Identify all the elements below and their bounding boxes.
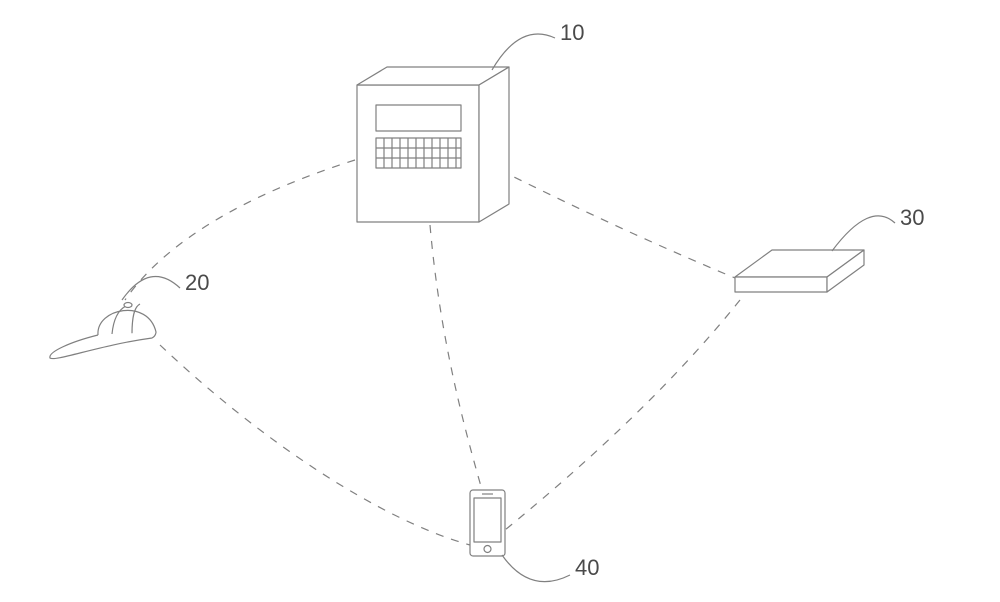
leader-30: [832, 216, 895, 251]
edge-box-phone: [505, 300, 740, 530]
server-node: [357, 67, 509, 222]
edge-cap-phone: [160, 345, 470, 545]
cap-node: [50, 303, 156, 359]
label-30: 30: [900, 205, 924, 230]
network-diagram: 10 20 30 40: [0, 0, 1000, 602]
leader-10: [492, 34, 555, 70]
edge-server-phone: [430, 225, 482, 490]
leader-20: [122, 276, 180, 300]
edge-server-box: [500, 170, 735, 278]
label-10: 10: [560, 20, 584, 45]
edge-server-cap: [125, 160, 355, 300]
box-node: [735, 250, 864, 292]
phone-node: [470, 490, 505, 556]
label-40: 40: [575, 555, 599, 580]
label-20: 20: [185, 270, 209, 295]
leader-40: [502, 555, 570, 582]
